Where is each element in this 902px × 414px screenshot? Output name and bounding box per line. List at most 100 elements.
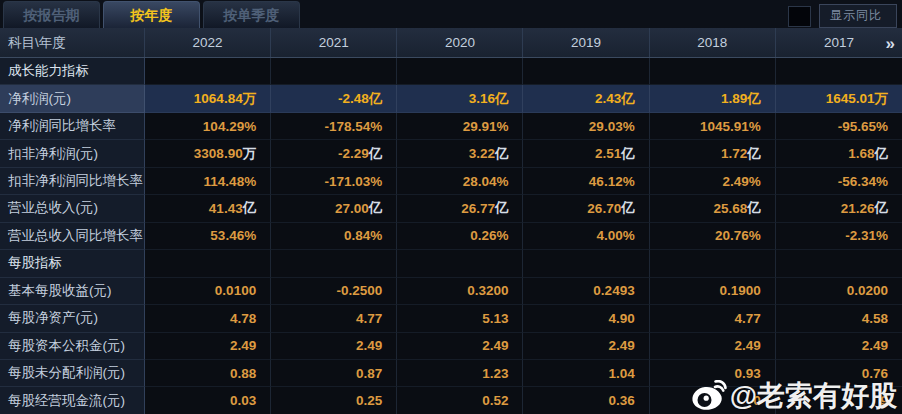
value-cell: 1064.84万 (145, 85, 271, 112)
row-label: 营业总收入(元) (0, 195, 145, 222)
value-cell: 1.68亿 (776, 140, 902, 167)
value-cell: 0.52 (397, 387, 523, 414)
value-cell (145, 58, 271, 85)
value-cell (271, 250, 397, 277)
yoy-controls: 显示同比 (788, 4, 897, 28)
table-row: 扣非净利润(元)3308.90万-2.29亿3.22亿2.51亿1.72亿1.6… (0, 140, 902, 167)
value-cell: 41.43亿 (145, 195, 271, 222)
value-cell: 104.29% (145, 113, 271, 140)
value-cell: 3.16亿 (397, 85, 523, 112)
value-cell: -2.29亿 (271, 140, 397, 167)
value-cell (397, 250, 523, 277)
table-row: 每股净资产(元)4.784.775.134.904.774.58 (0, 305, 902, 332)
year-column-header[interactable]: 2018 (650, 28, 776, 57)
value-cell: 5.13 (397, 305, 523, 332)
row-label: 每股资本公积金(元) (0, 333, 145, 360)
value-cell: 2.49% (650, 168, 776, 195)
value-cell (650, 250, 776, 277)
value-cell: 3.22亿 (397, 140, 523, 167)
value-cell: 53.46% (145, 223, 271, 250)
row-label: 扣非净利润同比增长率 (0, 168, 145, 195)
value-cell: 0.2493 (523, 278, 649, 305)
value-cell (650, 58, 776, 85)
value-cell: 28.04% (397, 168, 523, 195)
value-cell: 29.91% (397, 113, 523, 140)
value-cell: -95.65% (776, 113, 902, 140)
show-yoy-checkbox[interactable] (788, 6, 811, 27)
value-cell: 0.3200 (397, 278, 523, 305)
row-label: 每股指标 (0, 250, 145, 277)
value-cell: 2.49 (271, 333, 397, 360)
period-tabs: 按报告期按年度按单季度 (0, 0, 300, 28)
section-row: 成长能力指标 (0, 58, 902, 85)
value-cell: 0.0100 (145, 278, 271, 305)
row-label: 扣非净利润(元) (0, 140, 145, 167)
value-cell: 26.70亿 (523, 195, 649, 222)
row-label: 成长能力指标 (0, 58, 145, 85)
value-cell: 2.49 (397, 333, 523, 360)
value-cell: -2.48亿 (271, 85, 397, 112)
value-cell (523, 250, 649, 277)
tab-按单季度[interactable]: 按单季度 (203, 1, 300, 28)
year-column-header[interactable]: 2019 (523, 28, 649, 57)
value-cell: 0.76 (776, 360, 902, 387)
value-cell: 0.25 (271, 387, 397, 414)
value-cell: 2.49 (776, 333, 902, 360)
corner-label: 科目\年度 (0, 28, 145, 57)
value-cell (397, 58, 523, 85)
table-row: 每股经营现金流(元)0.030.250.520.3609 (0, 387, 902, 414)
row-label: 每股未分配利润(元) (0, 360, 145, 387)
table-header-row: 科目\年度 202220212020201920182017» (0, 28, 902, 58)
value-cell: 0 (650, 387, 776, 414)
financial-indicators-panel: 按报告期按年度按单季度 显示同比 科目\年度 20222021202020192… (0, 0, 902, 414)
value-cell: 1.89亿 (650, 85, 776, 112)
table-row: 扣非净利润同比增长率114.48%-171.03%28.04%46.12%2.4… (0, 168, 902, 195)
row-label: 净利润(元) (0, 85, 145, 112)
value-cell: 0.03 (145, 387, 271, 414)
value-cell: 2.49 (650, 333, 776, 360)
value-cell: 9 (776, 387, 902, 414)
value-cell: 0.36 (523, 387, 649, 414)
more-years-chevron-icon[interactable]: » (886, 34, 895, 51)
show-yoy-label[interactable]: 显示同比 (819, 4, 897, 28)
value-cell: 4.77 (271, 305, 397, 332)
value-cell: 2.43亿 (523, 85, 649, 112)
value-cell: 20.76% (650, 223, 776, 250)
value-cell: 4.58 (776, 305, 902, 332)
table-row: 每股资本公积金(元)2.492.492.492.492.492.49 (0, 333, 902, 360)
year-column-header[interactable]: 2020 (397, 28, 523, 57)
value-cell: 4.77 (650, 305, 776, 332)
value-cell: 1.72亿 (650, 140, 776, 167)
year-column-header[interactable]: 2021 (271, 28, 397, 57)
value-cell (145, 250, 271, 277)
value-cell: 0.84% (271, 223, 397, 250)
section-row: 每股指标 (0, 250, 902, 277)
value-cell: -0.2500 (271, 278, 397, 305)
tab-按年度[interactable]: 按年度 (103, 1, 200, 28)
value-cell: 4.78 (145, 305, 271, 332)
table-row: 营业总收入同比增长率53.46%0.84%0.26%4.00%20.76%-2.… (0, 223, 902, 250)
row-label: 营业总收入同比增长率 (0, 223, 145, 250)
value-cell (776, 250, 902, 277)
value-cell: 0.26% (397, 223, 523, 250)
year-column-header[interactable]: 2022 (145, 28, 271, 57)
value-cell: 21.26亿 (776, 195, 902, 222)
table-body: 成长能力指标净利润(元)1064.84万-2.48亿3.16亿2.43亿1.89… (0, 58, 902, 414)
row-label: 每股净资产(元) (0, 305, 145, 332)
value-cell: 2.49 (523, 333, 649, 360)
tab-按报告期[interactable]: 按报告期 (3, 1, 100, 28)
value-cell: 1.23 (397, 360, 523, 387)
value-cell: 0.1900 (650, 278, 776, 305)
value-cell: 0.87 (271, 360, 397, 387)
value-cell (776, 58, 902, 85)
value-cell: -2.31% (776, 223, 902, 250)
value-cell: 4.00% (523, 223, 649, 250)
value-cell: 1645.01万 (776, 85, 902, 112)
value-cell: 0.0200 (776, 278, 902, 305)
value-cell: 1045.91% (650, 113, 776, 140)
value-cell: -178.54% (271, 113, 397, 140)
value-cell: 1.04 (523, 360, 649, 387)
row-label: 净利润同比增长率 (0, 113, 145, 140)
table-row: 基本每股收益(元)0.0100-0.25000.32000.24930.1900… (0, 278, 902, 305)
year-column-header[interactable]: 2017» (776, 28, 902, 57)
